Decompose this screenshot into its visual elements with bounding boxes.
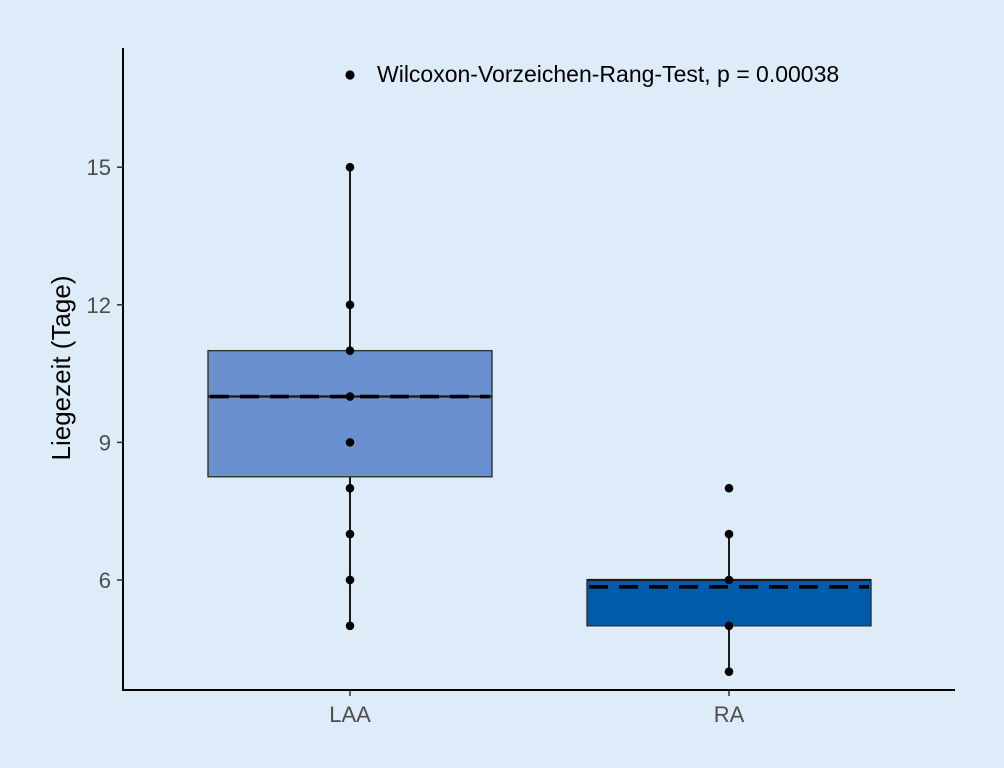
data-point-laa-2 [345,529,355,539]
data-point-laa-5 [345,392,355,401]
data-point-laa-0 [345,621,355,631]
y-tick-label-12: 12 [87,293,111,318]
data-point-ra-0 [724,667,734,676]
data-point-laa-1 [345,575,355,585]
data-point-ra-2 [724,575,734,585]
y-tick-label-9: 9 [99,430,111,455]
y-tick-label-15: 15 [87,155,111,180]
annotation-marker [345,70,355,80]
axes-layer [117,48,955,696]
x-tick-label-laa: LAA [329,702,371,727]
data-point-ra-3 [724,529,734,539]
data-point-laa-4 [345,438,355,447]
data-point-laa-6 [345,346,355,355]
labels-layer: LAA RA 6 9 12 15 [87,155,745,727]
annotation-text: Wilcoxon-Vorzeichen-Rang-Test, p = 0.000… [377,61,839,87]
y-axis-title: Liegezeit (Tage) [46,276,76,461]
data-point-laa-8 [345,162,355,172]
data-point-laa-7 [345,300,355,310]
boxes-layer [207,167,872,672]
data-point-ra-1 [724,621,734,631]
y-tick-label-6: 6 [99,568,111,593]
data-point-ra-4 [724,483,734,493]
box-laa [207,349,493,478]
points-layer [345,162,734,676]
x-tick-label-ra: RA [714,702,745,727]
data-point-laa-3 [345,483,355,493]
